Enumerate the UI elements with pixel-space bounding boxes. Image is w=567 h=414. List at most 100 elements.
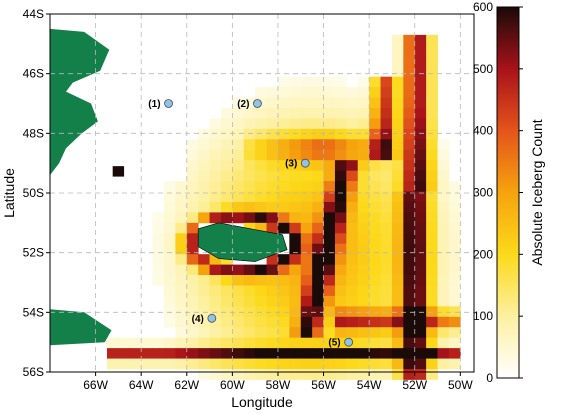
heatmap-cell	[437, 233, 450, 245]
heatmap-cell	[391, 295, 404, 307]
heatmap-cell	[255, 369, 267, 380]
heatmap-cell	[209, 275, 222, 286]
heatmap-cell	[334, 160, 347, 172]
heatmap-cell	[300, 369, 313, 380]
heatmap-cell	[426, 181, 438, 192]
heatmap-cell	[414, 160, 427, 172]
heatmap-cell	[391, 181, 404, 192]
heatmap-cell	[391, 337, 404, 349]
heatmap-cell	[175, 254, 188, 265]
heatmap-cell	[391, 170, 404, 182]
heatmap-cell	[334, 97, 347, 109]
heatmap-cell	[346, 233, 359, 245]
heatmap-cell	[437, 201, 450, 213]
heatmap-cell	[414, 254, 427, 265]
heatmap-cell	[357, 243, 370, 255]
heatmap-cell	[220, 327, 233, 339]
heatmap-cell	[369, 87, 381, 98]
heatmap-cell	[414, 139, 427, 151]
heatmap-cell	[255, 128, 267, 140]
heatmap-cell	[118, 358, 131, 370]
heatmap-cell	[391, 87, 404, 98]
heatmap-cell	[255, 264, 267, 276]
heatmap-cell	[369, 316, 381, 328]
heatmap-cell	[357, 128, 370, 140]
heatmap-cell	[175, 295, 188, 307]
heatmap-cell	[426, 327, 438, 339]
heatmap-cell	[289, 348, 302, 359]
heatmap-cell	[323, 233, 336, 245]
heatmap-cell	[266, 170, 279, 182]
heatmap-cell	[312, 285, 324, 297]
heatmap-cell	[323, 358, 336, 370]
heatmap-cell	[198, 369, 210, 380]
heatmap-cell	[163, 275, 176, 286]
x-tick-label: 62W	[174, 378, 199, 392]
heatmap-cell	[369, 327, 381, 339]
heatmap-cell	[448, 201, 461, 213]
heatmap-cell	[357, 76, 370, 88]
heatmap-cell	[448, 275, 461, 286]
heatmap-cell	[220, 201, 233, 213]
heatmap-cell	[380, 243, 393, 255]
heatmap-cell	[323, 327, 336, 339]
heatmap-cell	[152, 212, 165, 224]
heatmap-cell	[277, 191, 290, 203]
heatmap-cell	[312, 149, 324, 161]
heatmap-cell	[426, 316, 438, 328]
heatmap-cell	[448, 295, 461, 307]
heatmap-cell	[414, 306, 427, 318]
heatmap-cell	[414, 97, 427, 109]
heatmap-cell	[346, 107, 359, 119]
heatmap-cell	[186, 181, 199, 192]
heatmap-cell	[357, 160, 370, 172]
heatmap-cell	[403, 264, 416, 276]
heatmap-cell	[255, 201, 267, 213]
heatmap-cell	[266, 369, 279, 380]
heatmap-cell	[175, 306, 188, 318]
heatmap-cell	[346, 264, 359, 276]
heatmap-cell	[414, 87, 427, 98]
heatmap-cell	[426, 285, 438, 297]
heatmap-cell	[198, 149, 210, 161]
heatmap-cell	[266, 327, 279, 339]
heatmap-cell	[232, 264, 245, 276]
heatmap-cell	[220, 369, 233, 380]
heatmap-cell	[266, 316, 279, 328]
heatmap-cell	[426, 149, 438, 161]
heatmap-cell	[198, 181, 210, 192]
heatmap-cell	[437, 275, 450, 286]
heatmap-cell	[403, 254, 416, 265]
heatmap-cell	[426, 76, 438, 88]
heatmap-cell	[277, 212, 290, 224]
heatmap-cell	[312, 348, 324, 359]
heatmap-cell	[289, 285, 302, 297]
heatmap-cell	[380, 264, 393, 276]
heatmap-cell	[163, 295, 176, 307]
heatmap-cell	[198, 358, 210, 370]
heatmap-cell	[437, 181, 450, 192]
heatmap-cell	[255, 139, 267, 151]
heatmap-cell	[391, 348, 404, 359]
heatmap-cell	[209, 369, 222, 380]
heatmap-cell	[369, 139, 381, 151]
heatmap-cell	[403, 76, 416, 88]
heatmap-cell	[391, 275, 404, 286]
heatmap-cell	[346, 97, 359, 109]
site-marker-label: (2)	[237, 99, 249, 110]
colorbar-ticks: 0 100 200 300 400 500 600	[473, 0, 523, 385]
heatmap-cell	[198, 201, 210, 213]
heatmap-cell	[448, 191, 461, 203]
heatmap-cell	[186, 348, 199, 359]
heatmap-cell	[220, 149, 233, 161]
heatmap-cell	[391, 222, 404, 234]
site-markers: (1) (2) (3) (4) (5)	[148, 99, 354, 349]
heatmap-cell	[243, 139, 256, 151]
heatmap-cell	[277, 306, 290, 318]
heatmap-cell	[380, 327, 393, 339]
heatmap-cell	[346, 118, 359, 130]
heatmap-cell	[175, 181, 188, 192]
heatmap-cell	[277, 358, 290, 370]
heatmap-cell	[186, 170, 199, 182]
heatmap-cell	[323, 264, 336, 276]
